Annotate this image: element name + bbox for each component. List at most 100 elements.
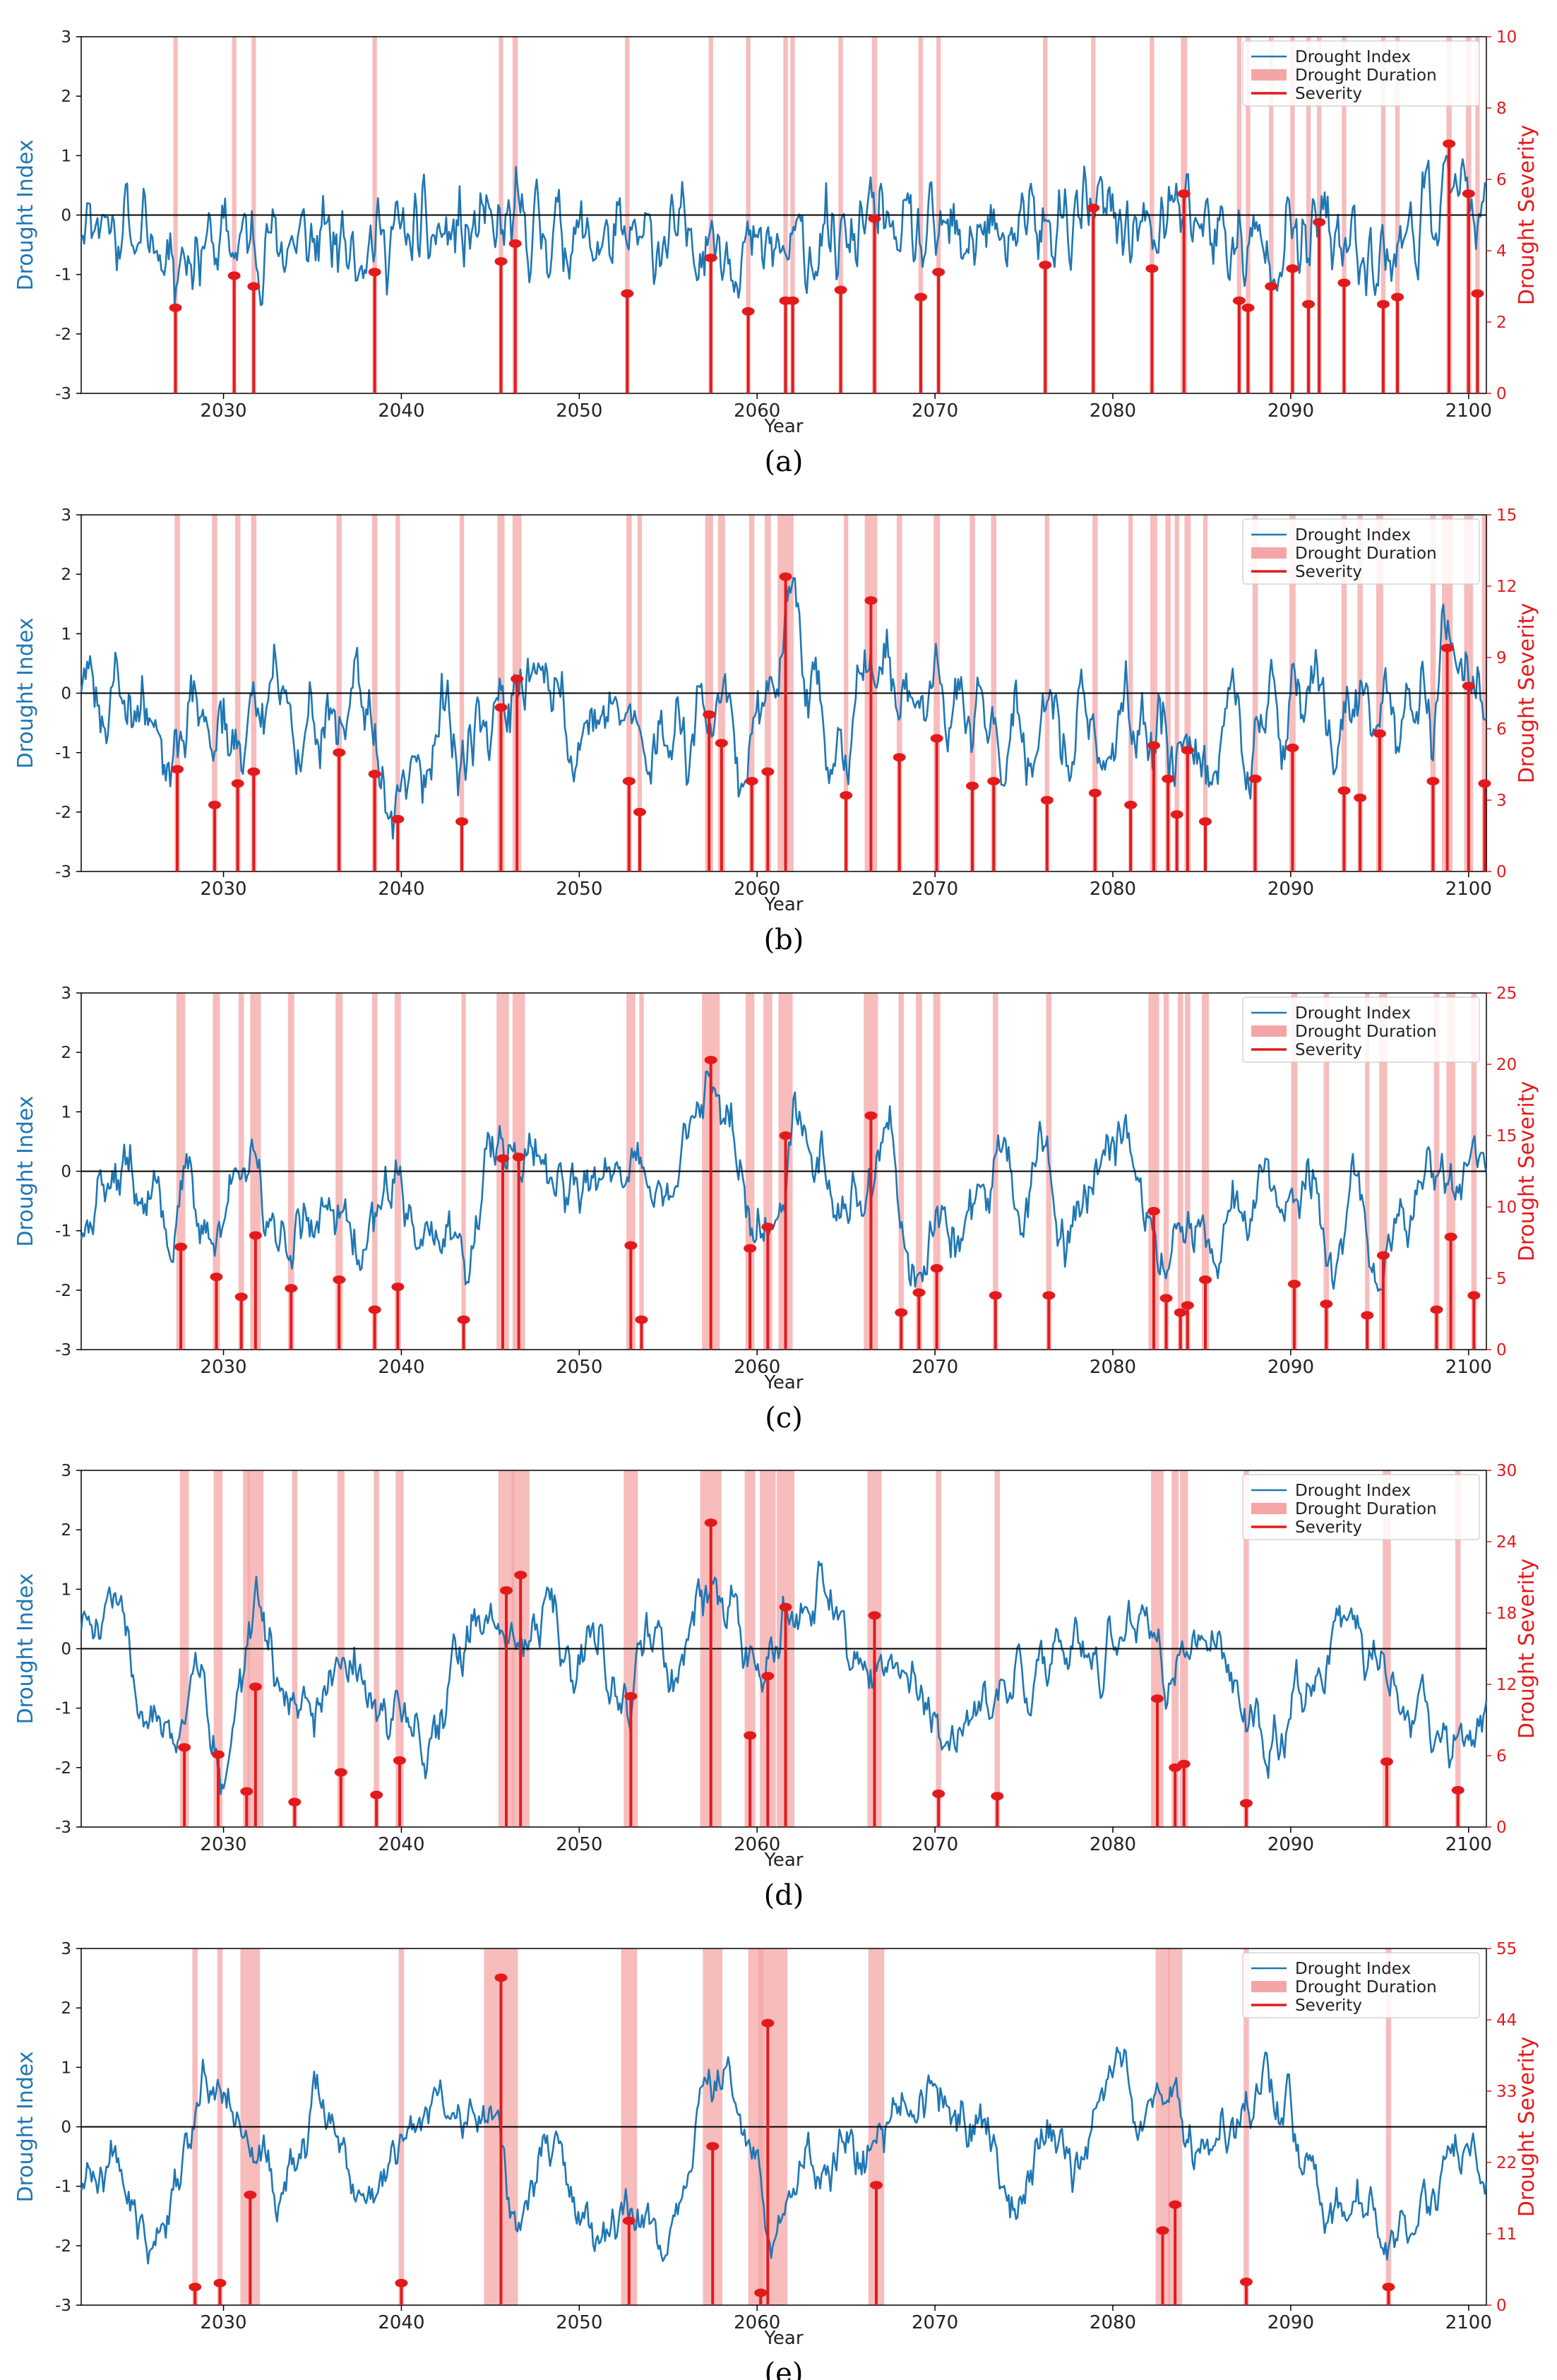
severity-marker [178, 1743, 191, 1752]
y-tick-label-right: 6 [1496, 1747, 1507, 1766]
severity-marker [1232, 296, 1246, 305]
severity-marker [1150, 1694, 1164, 1703]
severity-marker [868, 1611, 881, 1620]
x-tick-label: 2060 [734, 400, 780, 422]
y-tick-label-right: 6 [1496, 171, 1507, 189]
x-tick-label: 2030 [200, 2312, 246, 2333]
severity-marker [1199, 817, 1212, 826]
x-axis-label: Year [763, 1372, 803, 1393]
panel-caption: (b) [764, 924, 804, 956]
severity-marker [1145, 264, 1159, 273]
y-tick-label-right: 12 [1496, 578, 1517, 596]
severity-marker [989, 1291, 1002, 1300]
severity-marker [715, 739, 728, 748]
severity-marker [930, 734, 943, 743]
y-axis-label-right: Drought Severity [1515, 603, 1539, 783]
severity-marker [779, 572, 792, 581]
y-tick-label-right: 6 [1496, 720, 1507, 739]
severity-marker [741, 307, 755, 316]
x-tick-label: 2050 [556, 1357, 602, 1378]
y-tick-label-left: 3 [61, 506, 71, 525]
legend-box [1242, 1474, 1480, 1540]
severity-marker [1169, 2200, 1182, 2209]
severity-marker [1337, 278, 1351, 287]
severity-marker [1444, 1232, 1457, 1242]
chart-panel-a: -3 -2 -1 0 1 2 3 0 2 4 6 8 10 2030 2040 2050 2060 2070 208… [13, 28, 1539, 478]
severity-marker [500, 1586, 513, 1595]
x-axis-label: Year [763, 2328, 803, 2349]
severity-marker [393, 1756, 406, 1765]
severity-marker [966, 781, 979, 790]
y-tick-label-left: -1 [55, 266, 71, 285]
y-tick-label-left: 0 [61, 685, 71, 703]
severity-marker [455, 817, 469, 826]
drought-index-line [80, 1070, 1488, 1292]
severity-marker [761, 1672, 775, 1681]
y-tick-label-right: 5 [1496, 1270, 1507, 1288]
severity-marker [1451, 1785, 1464, 1795]
y-tick-label-left: -3 [55, 2297, 71, 2315]
severity-marker [211, 1750, 225, 1759]
y-tick-label-left: 0 [61, 1641, 71, 1659]
severity-marker [1462, 189, 1475, 198]
severity-marker [622, 2216, 636, 2225]
x-axis-label: Year [763, 894, 803, 915]
severity-marker [1286, 264, 1299, 273]
severity-marker [1174, 1308, 1187, 1317]
severity-marker [1241, 303, 1255, 312]
severity-marker [334, 1768, 347, 1777]
x-tick-label: 2060 [734, 1834, 780, 1855]
severity-marker [703, 710, 716, 719]
severity-marker [786, 296, 799, 305]
y-tick-label-right: 44 [1496, 2011, 1517, 2030]
y-tick-label-left: -1 [55, 744, 71, 763]
x-axis-label: Year [763, 416, 803, 437]
severity-marker [1199, 1275, 1212, 1285]
severity-marker [1039, 261, 1052, 270]
severity-marker [244, 2190, 257, 2199]
legend-label: Drought Duration [1295, 1023, 1437, 1041]
legend-swatch-duration [1251, 1503, 1287, 1514]
severity-marker [1181, 1301, 1194, 1310]
severity-marker [622, 777, 636, 786]
severity-marker [706, 2142, 720, 2151]
legend-label: Severity [1295, 1518, 1362, 1537]
x-tick-label: 2100 [1445, 1357, 1492, 1378]
legend-box [1242, 1952, 1480, 2018]
y-tick-label-left: 3 [61, 1462, 71, 1480]
y-tick-label-left: 1 [61, 625, 71, 643]
severity-marker [240, 1787, 253, 1796]
severity-marker [391, 1283, 405, 1292]
severity-marker [1302, 299, 1316, 309]
severity-marker [1177, 1759, 1191, 1768]
x-tick-label: 2060 [734, 2312, 780, 2333]
legend-label: Drought Index [1295, 526, 1411, 545]
y-tick-label-left: 1 [61, 1103, 71, 1121]
x-axis-label: Year [763, 1850, 803, 1871]
severity-marker [1159, 1294, 1173, 1303]
severity-marker [1286, 743, 1299, 752]
severity-marker [368, 268, 381, 277]
y-axis-label-left: Drought Index [13, 2051, 38, 2202]
severity-marker [494, 1973, 508, 1982]
severity-marker [333, 1275, 346, 1285]
severity-marker [987, 777, 1001, 786]
severity-marker [624, 1241, 638, 1250]
severity-marker [1177, 189, 1191, 198]
x-tick-label: 2030 [200, 1834, 246, 1855]
severity-marker [1373, 729, 1386, 738]
severity-marker [1239, 2277, 1253, 2286]
y-tick-label-right: 2 [1496, 314, 1507, 332]
severity-marker [1124, 800, 1138, 809]
y-tick-label-right: 33 [1496, 2083, 1517, 2101]
y-tick-label-right: 55 [1496, 1940, 1517, 1958]
severity-marker [231, 779, 244, 788]
y-tick-label-left: -2 [55, 804, 71, 822]
severity-marker [864, 596, 878, 605]
severity-marker [1430, 1305, 1443, 1314]
severity-marker [704, 1055, 717, 1064]
x-tick-label: 2050 [556, 2312, 602, 2333]
y-tick-label-right: 0 [1496, 2297, 1507, 2315]
